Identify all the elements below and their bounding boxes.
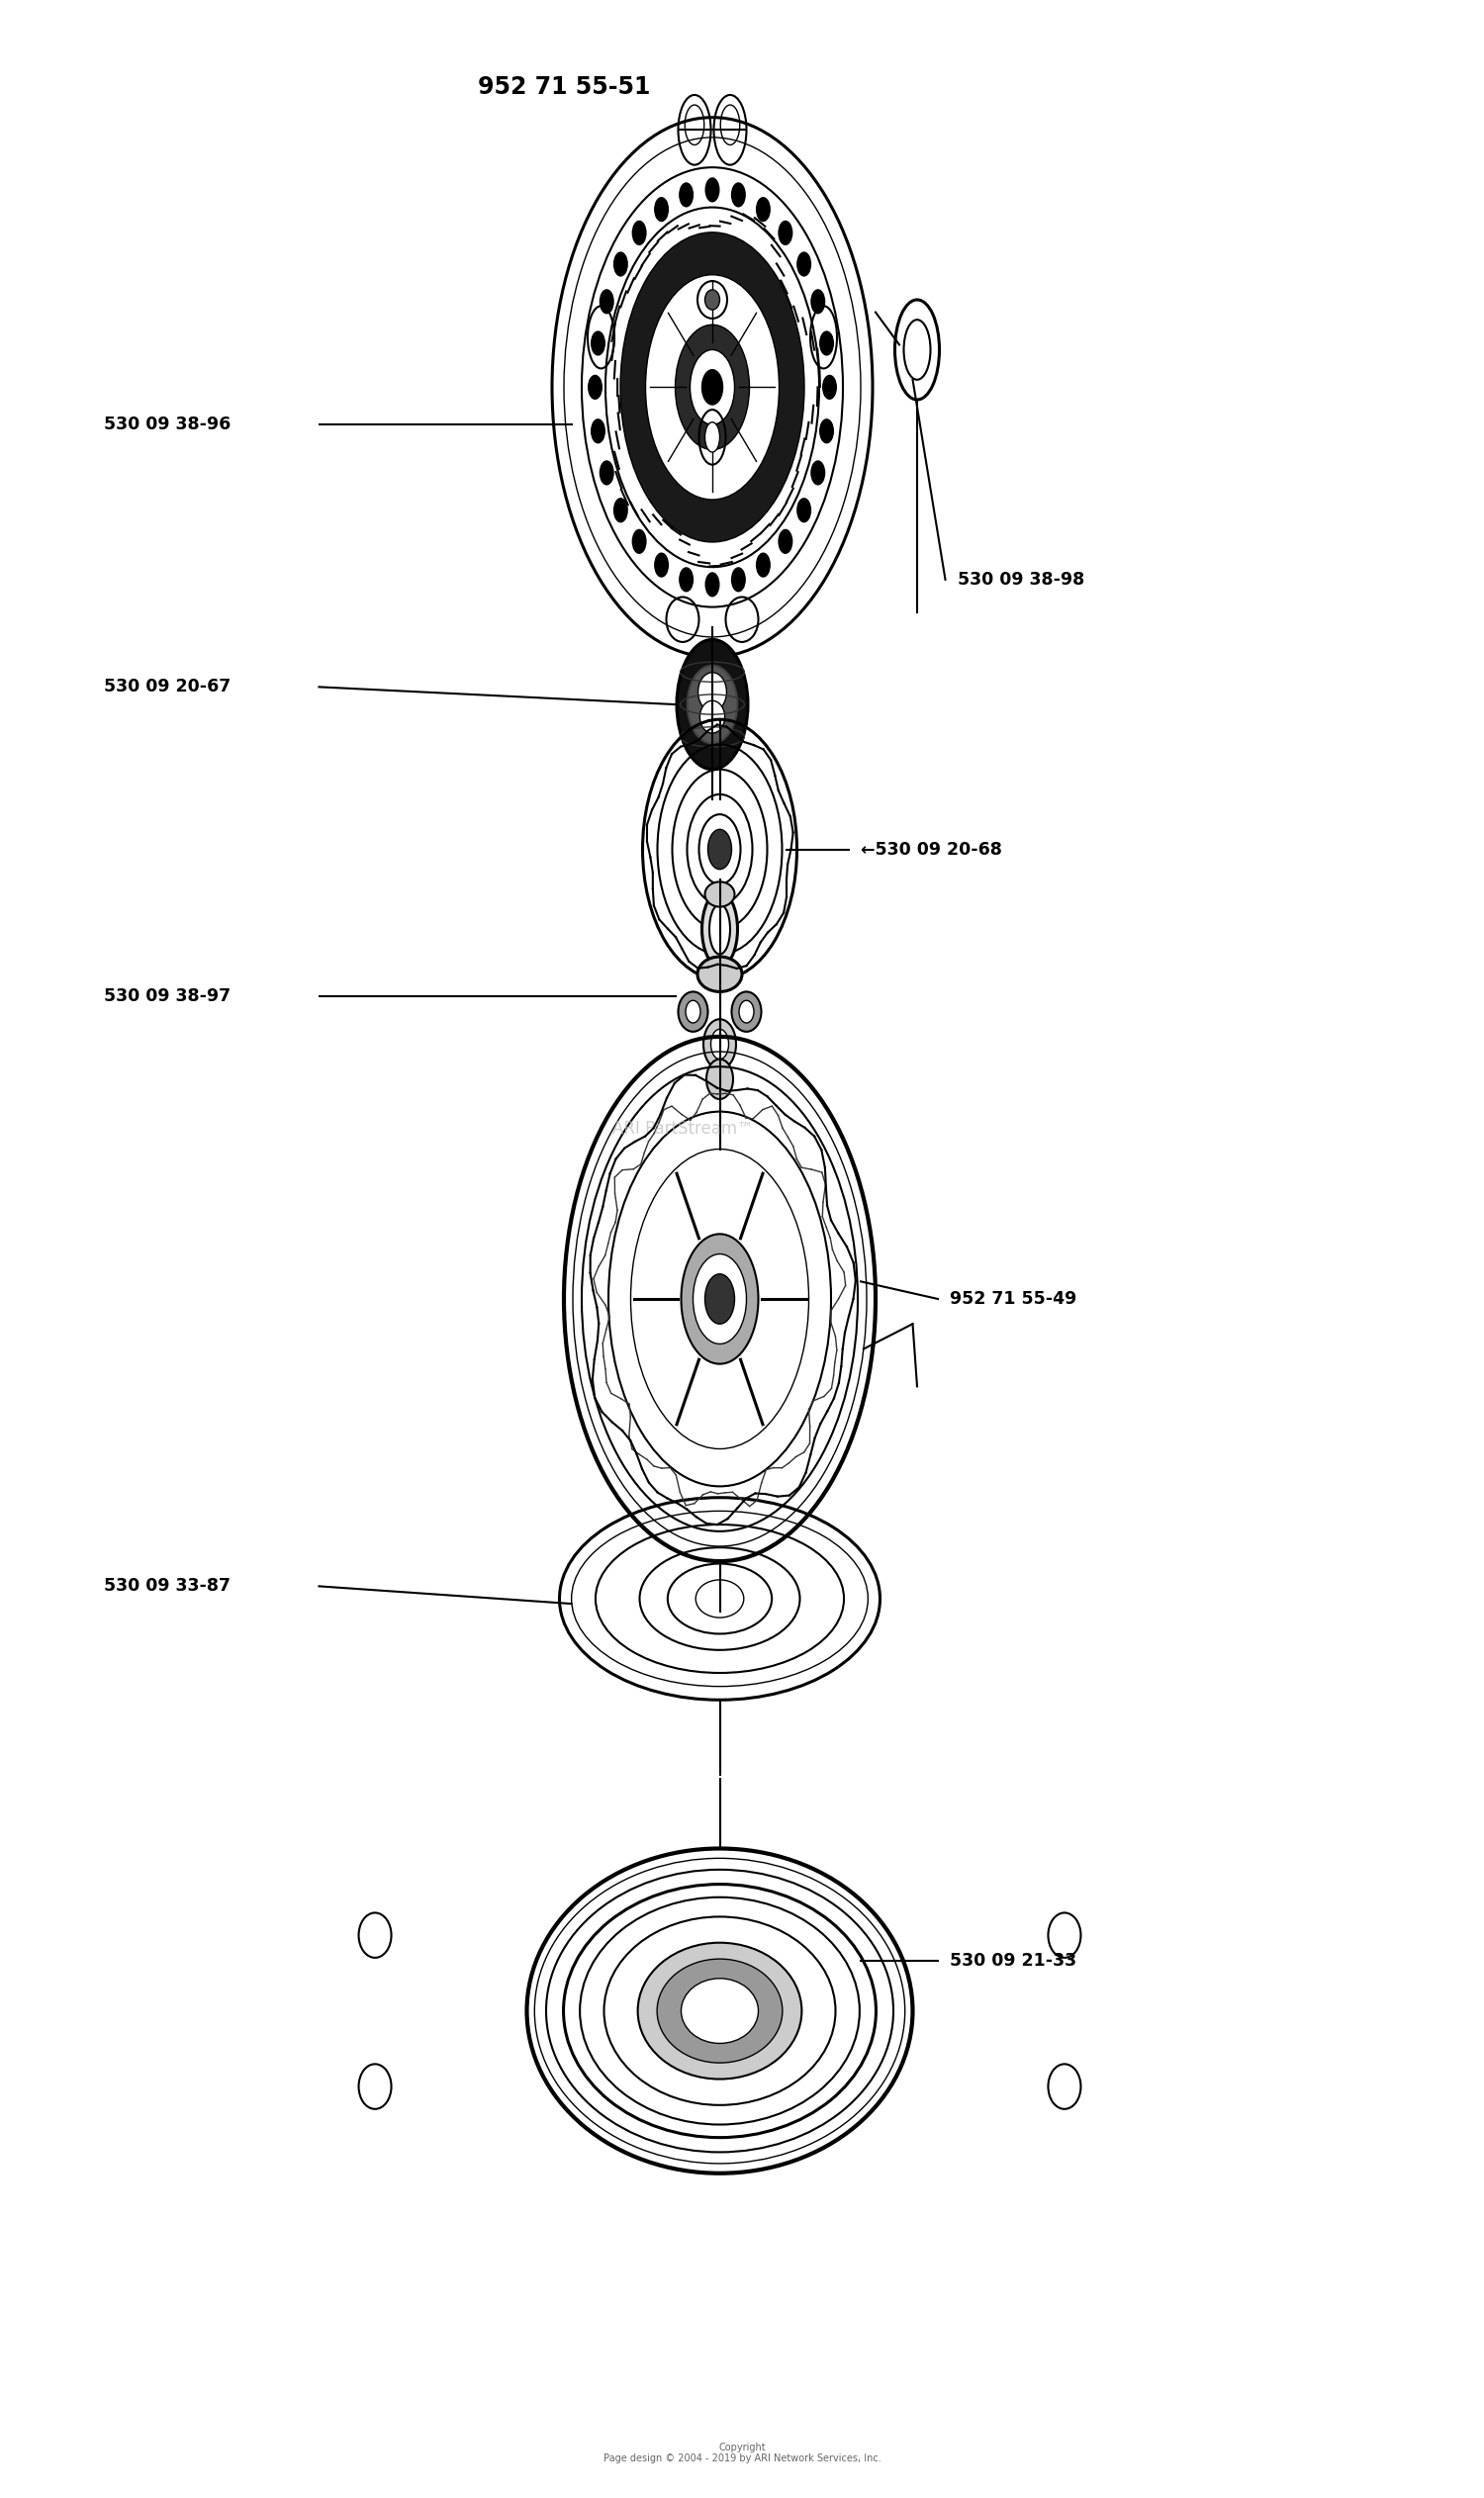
Circle shape [702, 370, 723, 405]
Ellipse shape [697, 957, 742, 992]
Ellipse shape [700, 702, 724, 734]
Circle shape [822, 375, 837, 400]
Ellipse shape [1048, 2063, 1080, 2108]
Ellipse shape [711, 1029, 729, 1059]
Circle shape [613, 497, 628, 522]
Circle shape [613, 252, 628, 277]
Circle shape [778, 220, 792, 245]
Text: 952 71 55-51: 952 71 55-51 [478, 75, 650, 100]
Ellipse shape [709, 904, 730, 954]
Circle shape [591, 330, 605, 355]
Text: Copyright
Page design © 2004 - 2019 by ARI Network Services, Inc.: Copyright Page design © 2004 - 2019 by A… [603, 2443, 881, 2463]
Circle shape [732, 567, 746, 592]
Circle shape [632, 530, 647, 555]
Ellipse shape [697, 672, 727, 712]
Ellipse shape [638, 1943, 801, 2078]
Circle shape [778, 530, 792, 555]
Circle shape [678, 567, 693, 592]
Ellipse shape [359, 1913, 392, 1958]
Text: 530 09 38-98: 530 09 38-98 [957, 570, 1083, 590]
Ellipse shape [359, 2063, 392, 2108]
Circle shape [810, 290, 825, 315]
Circle shape [600, 460, 614, 485]
Circle shape [675, 325, 749, 450]
Ellipse shape [678, 992, 708, 1032]
Circle shape [732, 182, 746, 207]
Text: 530 09 38-97: 530 09 38-97 [104, 987, 230, 1007]
Circle shape [705, 1274, 735, 1324]
Ellipse shape [1048, 1913, 1080, 1958]
Circle shape [693, 1254, 746, 1344]
Circle shape [797, 497, 812, 522]
Circle shape [632, 220, 647, 245]
Circle shape [755, 197, 770, 222]
Circle shape [690, 350, 735, 425]
Text: 530 09 20-67: 530 09 20-67 [104, 677, 232, 697]
Ellipse shape [705, 290, 720, 310]
Ellipse shape [657, 1958, 782, 2063]
Text: ARI PartStream™: ARI PartStream™ [611, 1119, 754, 1139]
Circle shape [654, 552, 669, 577]
Text: 530 09 38-96: 530 09 38-96 [104, 415, 232, 435]
Ellipse shape [705, 422, 720, 452]
Ellipse shape [705, 882, 735, 907]
Circle shape [681, 1234, 758, 1364]
Ellipse shape [706, 1059, 733, 1099]
Ellipse shape [677, 639, 748, 769]
Circle shape [654, 197, 669, 222]
Text: 530 09 21-33: 530 09 21-33 [950, 1951, 1076, 1971]
Ellipse shape [681, 1978, 758, 2043]
Text: 530 09 33-87: 530 09 33-87 [104, 1576, 230, 1596]
Circle shape [810, 460, 825, 485]
Circle shape [620, 232, 804, 542]
Ellipse shape [703, 1019, 736, 1069]
Text: ←530 09 20-68: ←530 09 20-68 [861, 839, 1002, 859]
Ellipse shape [702, 892, 738, 967]
Circle shape [591, 420, 605, 445]
Circle shape [600, 290, 614, 315]
Ellipse shape [687, 664, 738, 744]
Circle shape [819, 420, 834, 445]
Ellipse shape [686, 999, 700, 1024]
Circle shape [819, 330, 834, 355]
Circle shape [678, 182, 693, 207]
Circle shape [705, 177, 720, 202]
Circle shape [708, 829, 732, 869]
Circle shape [755, 552, 770, 577]
Text: 952 71 55-49: 952 71 55-49 [950, 1289, 1076, 1309]
Circle shape [797, 252, 812, 277]
Circle shape [646, 275, 779, 500]
Ellipse shape [739, 999, 754, 1024]
Circle shape [588, 375, 603, 400]
Circle shape [705, 572, 720, 597]
Ellipse shape [732, 992, 761, 1032]
